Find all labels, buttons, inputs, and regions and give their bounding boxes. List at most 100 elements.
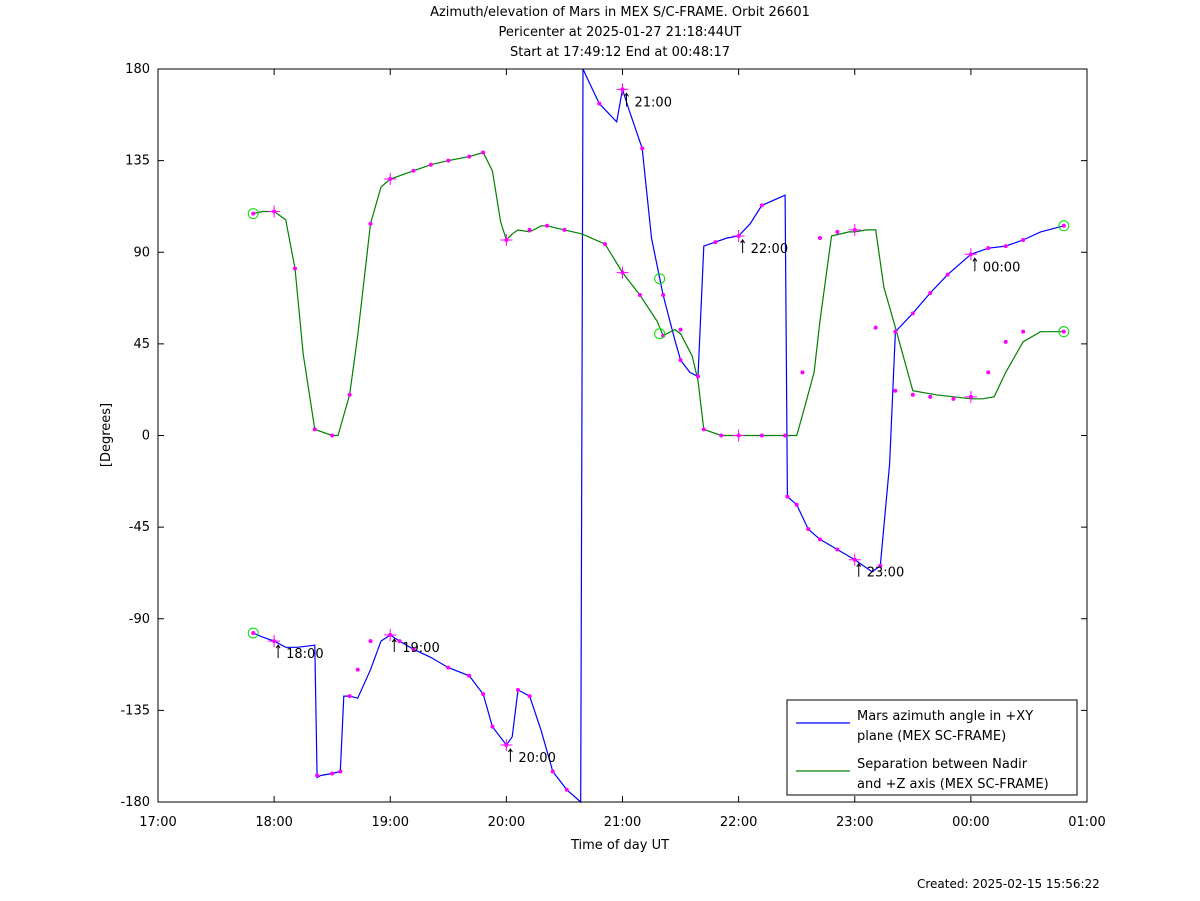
legend-entry-text: and +Z axis (MEX SC-FRAME) bbox=[857, 777, 1049, 792]
data-point-marker bbox=[640, 146, 645, 151]
data-point-marker bbox=[661, 293, 666, 298]
hour-cross-marker bbox=[732, 229, 745, 242]
hour-label: 18:00 bbox=[286, 647, 323, 662]
data-point-marker bbox=[785, 494, 790, 499]
data-point-marker bbox=[800, 370, 805, 375]
data-point-marker bbox=[411, 168, 416, 173]
data-point-marker bbox=[806, 527, 811, 532]
hour-cross-marker bbox=[616, 266, 629, 279]
data-point-marker bbox=[293, 266, 298, 271]
hour-cross-marker bbox=[384, 629, 397, 642]
axes-group: 17:00 18:00 19:00 20:00 21:00 22:00 23:00 00:00… bbox=[120, 62, 1105, 830]
hour-cross-marker bbox=[848, 223, 861, 236]
hour-arrow bbox=[972, 257, 978, 272]
data-point-marker bbox=[873, 325, 878, 330]
hour-cross-marker bbox=[268, 635, 281, 648]
y-tick-label: -180 bbox=[120, 795, 150, 810]
data-point-marker bbox=[347, 392, 352, 397]
x-tick-label: 23:00 bbox=[836, 815, 873, 830]
data-point-marker bbox=[1003, 244, 1008, 249]
x-tick-label: 20:00 bbox=[488, 815, 525, 830]
data-point-marker bbox=[678, 327, 683, 332]
data-point-marker bbox=[251, 631, 256, 636]
data-point-marker bbox=[355, 667, 360, 672]
hour-label: 20:00 bbox=[518, 751, 555, 766]
data-point-marker bbox=[527, 694, 532, 699]
data-point-marker bbox=[446, 665, 451, 670]
y-tick-label: 45 bbox=[133, 337, 150, 352]
data-point-marker bbox=[835, 229, 840, 234]
data-point-marker bbox=[910, 392, 915, 397]
data-point-marker bbox=[951, 396, 956, 401]
data-point-marker bbox=[330, 771, 335, 776]
data-point-marker bbox=[759, 433, 764, 438]
x-tick-label: 18:00 bbox=[255, 815, 292, 830]
legend-entry-text: plane (MEX SC-FRAME) bbox=[857, 729, 1006, 744]
data-point-marker bbox=[428, 162, 433, 167]
y-tick-label: 90 bbox=[133, 245, 150, 260]
data-point-marker bbox=[446, 158, 451, 163]
data-point-marker bbox=[759, 203, 764, 208]
data-point-marker bbox=[878, 563, 883, 568]
series-lines-group bbox=[252, 68, 1064, 804]
data-point-marker bbox=[564, 787, 569, 792]
data-point-marker bbox=[1003, 339, 1008, 344]
hour-label: 19:00 bbox=[402, 641, 439, 656]
data-point-marker bbox=[719, 433, 724, 438]
legend: Mars azimuth angle in +XY plane (MEX SC-F… bbox=[786, 699, 1078, 796]
legend-entry-text: Separation between Nadir bbox=[857, 757, 1028, 772]
data-point-marker bbox=[817, 235, 822, 240]
legend-box bbox=[786, 699, 1078, 796]
x-tick-label: 21:00 bbox=[604, 815, 641, 830]
data-point-marker bbox=[312, 427, 317, 432]
hour-label: 23:00 bbox=[867, 566, 904, 581]
y-tick-label: 0 bbox=[142, 429, 150, 444]
endpoint-circle-marker bbox=[247, 627, 259, 639]
x-axis-label: Time of day UT bbox=[570, 838, 669, 853]
azimuth-series-line bbox=[252, 68, 1064, 804]
x-tick-label: 17:00 bbox=[139, 815, 176, 830]
data-point-marker bbox=[251, 211, 256, 216]
separation-series-line bbox=[253, 151, 1064, 437]
data-point-marker bbox=[368, 221, 373, 226]
y-tick-label: 135 bbox=[125, 154, 150, 169]
endpoint-circle-marker bbox=[1058, 220, 1070, 232]
hour-arrow bbox=[740, 239, 746, 253]
hour-label: 21:00 bbox=[635, 95, 672, 110]
data-point-marker bbox=[1061, 223, 1066, 228]
data-point-marker bbox=[695, 374, 700, 379]
chart-title-line-3: Start at 17:49:12 End at 00:48:17 bbox=[509, 45, 731, 60]
chart-title-line-1: Azimuth/elevation of Mars in MEX S/C-FRA… bbox=[430, 5, 810, 20]
hour-arrow bbox=[624, 92, 629, 107]
endpoint-circle-marker bbox=[654, 328, 666, 340]
data-point-marker bbox=[481, 692, 486, 697]
data-point-marker bbox=[467, 673, 472, 678]
data-point-marker bbox=[347, 694, 352, 699]
markers-group bbox=[247, 83, 1070, 792]
hour-arrow bbox=[507, 748, 513, 762]
data-point-marker bbox=[545, 223, 550, 228]
hour-arrow bbox=[856, 562, 862, 577]
data-point-marker bbox=[701, 427, 706, 432]
data-point-marker bbox=[986, 370, 991, 375]
x-tick-label: 19:00 bbox=[372, 815, 409, 830]
y-tick-label: -135 bbox=[120, 703, 150, 718]
data-point-marker bbox=[637, 293, 642, 298]
data-point-marker bbox=[783, 433, 788, 438]
data-point-marker bbox=[928, 290, 933, 295]
data-point-marker bbox=[368, 639, 373, 644]
data-point-marker bbox=[562, 227, 567, 232]
x-tick-label: 22:00 bbox=[720, 815, 757, 830]
data-point-marker bbox=[315, 773, 320, 778]
data-point-marker bbox=[467, 154, 472, 159]
data-point-marker bbox=[411, 647, 416, 652]
hour-arrow bbox=[275, 644, 281, 659]
data-point-marker bbox=[794, 502, 799, 507]
data-point-marker bbox=[945, 272, 950, 277]
data-point-marker bbox=[817, 537, 822, 542]
hour-label: 22:00 bbox=[751, 242, 788, 257]
hour-labels-group: 18:00 19:00 20:00 21:00 22:00 23:00 00:00 bbox=[275, 92, 1020, 766]
data-point-marker bbox=[893, 388, 898, 393]
hour-label: 00:00 bbox=[983, 260, 1020, 275]
data-point-marker bbox=[515, 688, 520, 693]
